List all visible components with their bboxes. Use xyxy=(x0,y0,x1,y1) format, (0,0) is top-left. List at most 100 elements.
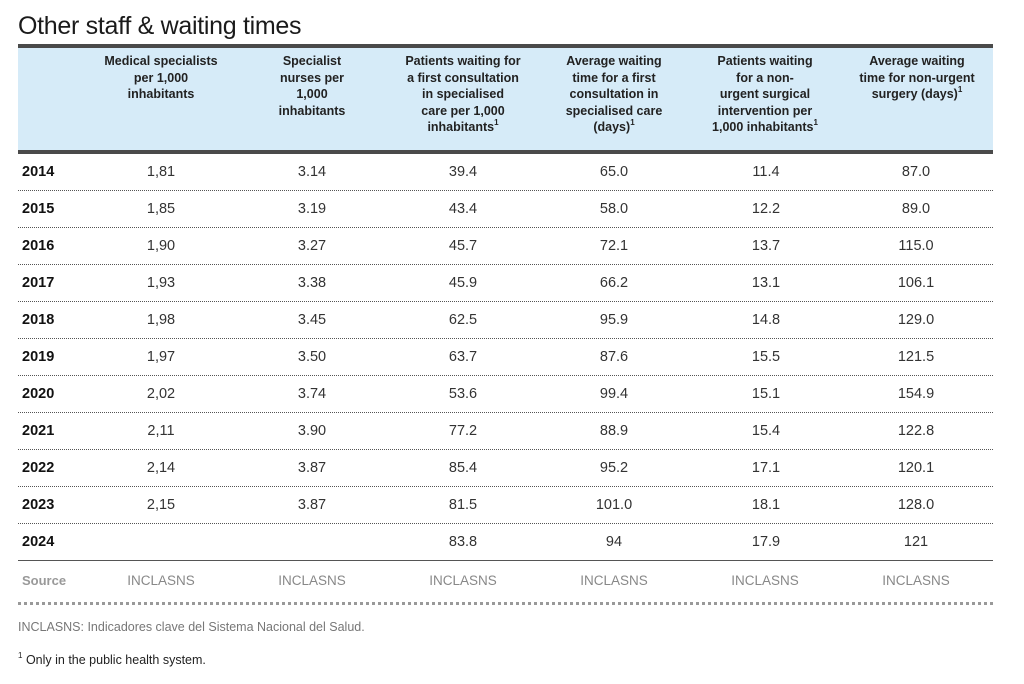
table-cell: 89.0 xyxy=(901,201,931,217)
row-year: 2015 xyxy=(22,201,55,217)
table-cell: 81.5 xyxy=(448,497,478,513)
table-cell: 1,97 xyxy=(146,349,176,365)
table-row: 2015 1,85 3.19 43.4 58.0 12.2 89.0 xyxy=(18,191,993,228)
table-cell: 88.9 xyxy=(599,423,629,439)
source-divider xyxy=(18,602,993,605)
table-cell xyxy=(101,524,221,560)
table-cell: 3.45 xyxy=(297,312,327,328)
table-cell: 95.2 xyxy=(599,460,629,476)
header-medical-specialists: Medical specialists per 1,000 inhabitant… xyxy=(104,54,218,101)
abbreviation-note: INCLASNS: Indicadores clave del Sistema … xyxy=(18,620,365,634)
table-row: 2021 2,11 3.90 77.2 88.9 15.4 122.8 xyxy=(18,413,993,450)
table-cell: 3.27 xyxy=(297,238,327,254)
table-cell: 12.2 xyxy=(751,201,781,217)
row-year: 2014 xyxy=(22,164,55,180)
row-divider xyxy=(18,190,993,191)
source-label: Source xyxy=(22,573,67,588)
source-cell: INCLASNS xyxy=(429,573,497,588)
table-cell: 1,90 xyxy=(146,238,176,254)
table-cell: 14.8 xyxy=(751,312,781,328)
table-cell: 72.1 xyxy=(599,238,629,254)
table-cell: 1,85 xyxy=(146,201,176,217)
row-divider xyxy=(18,375,993,376)
header-patients-surgical: Patients waiting for a non- urgent surgi… xyxy=(712,54,818,134)
top-rule xyxy=(18,44,993,48)
table-cell: 83.8 xyxy=(448,534,478,550)
table-cell: 3.50 xyxy=(297,349,327,365)
table-cell: 87.0 xyxy=(901,164,931,180)
table-cell: 45.9 xyxy=(448,275,478,291)
table-cell: 3.38 xyxy=(297,275,327,291)
table-cell: 39.4 xyxy=(448,164,478,180)
source-cell: INCLASNS xyxy=(278,573,346,588)
source-row: Source INCLASNS INCLASNS INCLASNS INCLAS… xyxy=(18,561,993,601)
table-cell: 17.1 xyxy=(751,460,781,476)
table-row: 2019 1,97 3.50 63.7 87.6 15.5 121.5 xyxy=(18,339,993,376)
table-cell: 13.1 xyxy=(751,275,781,291)
header-patients-first-consultation: Patients waiting for a first consultatio… xyxy=(405,54,521,134)
table-cell: 120.1 xyxy=(897,460,935,476)
row-year: 2021 xyxy=(22,423,55,439)
table-cell: 129.0 xyxy=(897,312,935,328)
row-divider xyxy=(18,264,993,265)
row-year: 2022 xyxy=(22,460,55,476)
table-cell: 1,93 xyxy=(146,275,176,291)
table-cell: 45.7 xyxy=(448,238,478,254)
table-cell: 58.0 xyxy=(599,201,629,217)
row-year: 2018 xyxy=(22,312,55,328)
header-rule xyxy=(18,150,993,154)
table-cell: 65.0 xyxy=(599,164,629,180)
row-year: 2019 xyxy=(22,349,55,365)
table-cell: 17.9 xyxy=(751,534,781,550)
table-cell: 3.90 xyxy=(297,423,327,439)
table-row: 2023 2,15 3.87 81.5 101.0 18.1 128.0 xyxy=(18,487,993,524)
table-cell: 15.5 xyxy=(751,349,781,365)
table-cell: 101.0 xyxy=(595,497,633,513)
table-row: 2024 83.8 94 17.9 121 xyxy=(18,524,993,561)
source-cell: INCLASNS xyxy=(731,573,799,588)
table-cell: 121 xyxy=(903,534,929,550)
table-cell: 128.0 xyxy=(897,497,935,513)
source-cell: INCLASNS xyxy=(580,573,648,588)
footnote: 1 Only in the public health system. xyxy=(18,650,206,667)
table-cell: 95.9 xyxy=(599,312,629,328)
table-cell: 11.4 xyxy=(752,164,780,180)
row-divider xyxy=(18,412,993,413)
row-divider xyxy=(18,486,993,487)
table-cell: 63.7 xyxy=(448,349,478,365)
table-cell: 1,81 xyxy=(146,164,176,180)
table-cell: 3.87 xyxy=(297,460,327,476)
row-year: 2024 xyxy=(22,534,55,550)
table-cell: 62.5 xyxy=(448,312,478,328)
row-divider xyxy=(18,560,993,561)
table-cell: 2,02 xyxy=(146,386,176,402)
table-cell: 77.2 xyxy=(448,423,478,439)
table-cell: 99.4 xyxy=(599,386,629,402)
row-divider xyxy=(18,449,993,450)
table-row: 2020 2,02 3.74 53.6 99.4 15.1 154.9 xyxy=(18,376,993,413)
table-cell: 2,14 xyxy=(146,460,176,476)
table-cell: 66.2 xyxy=(599,275,629,291)
header-avg-wait-surgery: Average waiting time for non-urgent surg… xyxy=(859,54,975,101)
table-row: 2018 1,98 3.45 62.5 95.9 14.8 129.0 xyxy=(18,302,993,339)
table-cell: 3.74 xyxy=(297,386,327,402)
table-row: 2014 1,81 3.14 39.4 65.0 11.4 87.0 xyxy=(18,154,993,191)
table-title: Other staff & waiting times xyxy=(18,12,302,40)
table-row: 2016 1,90 3.27 45.7 72.1 13.7 115.0 xyxy=(18,228,993,265)
row-divider xyxy=(18,523,993,524)
table-cell: 3.19 xyxy=(297,201,327,217)
header-specialist-nurses: Specialist nurses per 1,000 inhabitants xyxy=(278,54,346,118)
table-cell: 18.1 xyxy=(751,497,781,513)
table-cell: 154.9 xyxy=(897,386,935,402)
table-cell: 121.5 xyxy=(897,349,935,365)
table-cell: 3.14 xyxy=(297,164,327,180)
row-divider xyxy=(18,227,993,228)
table-cell: 53.6 xyxy=(448,386,478,402)
table-header: Medical specialists per 1,000 inhabitant… xyxy=(18,48,993,150)
row-year: 2020 xyxy=(22,386,55,402)
table-cell: 15.4 xyxy=(751,423,781,439)
table-cell: 2,11 xyxy=(147,423,175,439)
table-cell: 15.1 xyxy=(751,386,781,402)
table-cell: 94 xyxy=(605,534,623,550)
table-cell: 2,15 xyxy=(146,497,176,513)
